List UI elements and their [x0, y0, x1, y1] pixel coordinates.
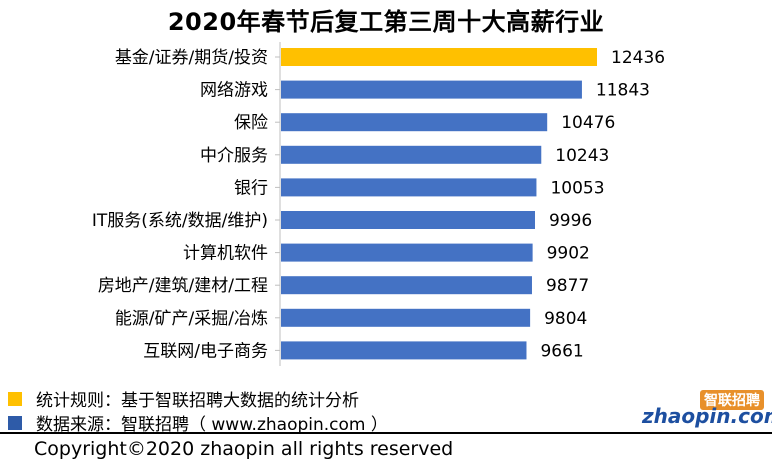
legend-swatch-yellow — [8, 391, 22, 406]
bar-value-label: 9902 — [547, 244, 590, 264]
legend-swatch-blue — [8, 415, 22, 430]
category-label: 能源/矿产/采掘/冶炼 — [115, 309, 268, 329]
bar — [281, 243, 533, 262]
bar-value-label: 9996 — [549, 211, 592, 231]
bar-value-label: 10476 — [561, 113, 615, 133]
chart-title: 2020年春节后复工第三周十大高薪行业 — [167, 8, 605, 36]
category-label: 银行 — [234, 178, 268, 198]
bar — [281, 113, 548, 132]
category-label: 基金/证券/期货/投资 — [115, 48, 268, 68]
legend-text-source: 数据来源：智联招聘（ www.zhaopin.com ） — [36, 415, 388, 435]
legend-item-rule: 统计规则：基于智联招聘大数据的统计分析 — [8, 386, 359, 411]
category-label: 互联网/电子商务 — [143, 341, 268, 361]
bar — [281, 80, 582, 99]
category-label: 中介服务 — [200, 146, 268, 166]
bar — [281, 178, 537, 197]
bar-value-label: 11843 — [596, 81, 650, 101]
bar — [281, 48, 597, 66]
category-label: 保险 — [234, 113, 268, 133]
zhaopin-logo: 智联招聘 zhaopin.com — [642, 390, 772, 430]
copyright-text: Copyright©2020 zhaopin all rights reserv… — [34, 438, 454, 460]
legend-item-source: 数据来源：智联招聘（ www.zhaopin.com ） — [8, 410, 388, 435]
bar-value-label: 10053 — [550, 178, 604, 198]
category-label: IT服务(系统/数据/维护) — [92, 211, 268, 231]
logo-cn-text: 智联招聘 — [700, 390, 764, 410]
legend-text-rule: 统计规则：基于智联招聘大数据的统计分析 — [36, 391, 359, 411]
bar-value-label: 9661 — [540, 341, 583, 361]
bar-value-label: 9804 — [544, 309, 587, 329]
bar-chart: 基金/证券/期货/投资 12436 网络游戏 11843 保险 10476 中介服务 1024… — [92, 42, 665, 366]
category-label: 计算机软件 — [183, 244, 268, 264]
bar — [281, 211, 535, 229]
category-label: 网络游戏 — [200, 81, 268, 101]
bar-value-label: 10243 — [555, 146, 609, 166]
footer-divider — [0, 432, 772, 434]
bar — [281, 308, 531, 327]
bar — [281, 341, 527, 360]
bar — [281, 276, 532, 295]
bar-value-label: 12436 — [611, 48, 665, 68]
category-label: 房地产/建筑/建材/工程 — [98, 276, 268, 296]
bar-value-label: 9877 — [546, 276, 589, 296]
logo-en-text: zhaopin.com — [642, 404, 772, 428]
bar — [281, 145, 542, 164]
